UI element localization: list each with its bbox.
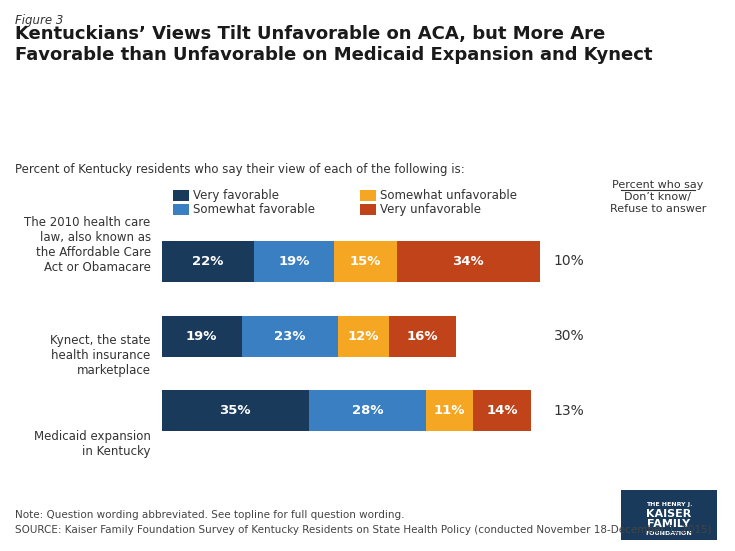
Bar [338, 316, 389, 356]
Bar [426, 390, 473, 431]
Text: Percent who say: Percent who say [612, 180, 703, 190]
Text: 14%: 14% [486, 404, 517, 417]
Text: 23%: 23% [274, 329, 306, 343]
Bar [397, 241, 539, 282]
Text: Somewhat unfavorable: Somewhat unfavorable [380, 189, 517, 202]
Text: Note: Question wording abbreviated. See topline for full question wording.: Note: Question wording abbreviated. See … [15, 510, 404, 520]
Bar [162, 390, 309, 431]
Text: Kynect, the state
health insurance
marketplace: Kynect, the state health insurance marke… [50, 334, 151, 377]
Bar [242, 316, 338, 356]
Text: KAISER: KAISER [646, 509, 692, 519]
Bar [473, 390, 531, 431]
Text: Very favorable: Very favorable [193, 189, 279, 202]
Text: Figure 3: Figure 3 [15, 14, 63, 27]
Text: Refuse to answer: Refuse to answer [609, 204, 706, 214]
Text: Very unfavorable: Very unfavorable [380, 203, 481, 216]
Text: 35%: 35% [220, 404, 251, 417]
Text: 13%: 13% [553, 404, 584, 418]
Text: FAMILY: FAMILY [648, 518, 690, 528]
Text: Don’t know/: Don’t know/ [624, 192, 692, 202]
Text: Somewhat favorable: Somewhat favorable [193, 203, 315, 216]
Bar [309, 390, 426, 431]
Text: 30%: 30% [553, 329, 584, 343]
Text: FOUNDATION: FOUNDATION [645, 531, 692, 536]
Text: SOURCE: Kaiser Family Foundation Survey of Kentucky Residents on State Health Po: SOURCE: Kaiser Family Foundation Survey … [15, 525, 711, 534]
Text: 22%: 22% [193, 255, 223, 268]
Text: 34%: 34% [453, 255, 484, 268]
Text: The 2010 health care
law, also known as
the Affordable Care
Act or Obamacare: The 2010 health care law, also known as … [24, 216, 151, 274]
Text: 11%: 11% [434, 404, 465, 417]
Text: THE HENRY J.: THE HENRY J. [645, 502, 692, 507]
Text: 28%: 28% [352, 404, 383, 417]
Text: Percent of Kentucky residents who say their view of each of the following is:: Percent of Kentucky residents who say th… [15, 163, 465, 176]
Text: 12%: 12% [348, 329, 379, 343]
Text: 16%: 16% [406, 329, 438, 343]
Bar [162, 241, 254, 282]
Text: 19%: 19% [186, 329, 218, 343]
Bar [254, 241, 334, 282]
Text: Medicaid expansion
in Kentucky: Medicaid expansion in Kentucky [34, 430, 151, 457]
Text: 19%: 19% [279, 255, 309, 268]
Bar [389, 316, 456, 356]
Text: 15%: 15% [350, 255, 381, 268]
Bar [162, 316, 242, 356]
Text: Kentuckians’ Views Tilt Unfavorable on ACA, but More Are
Favorable than Unfavora: Kentuckians’ Views Tilt Unfavorable on A… [15, 25, 652, 64]
Bar [334, 241, 397, 282]
Text: 10%: 10% [553, 255, 584, 268]
